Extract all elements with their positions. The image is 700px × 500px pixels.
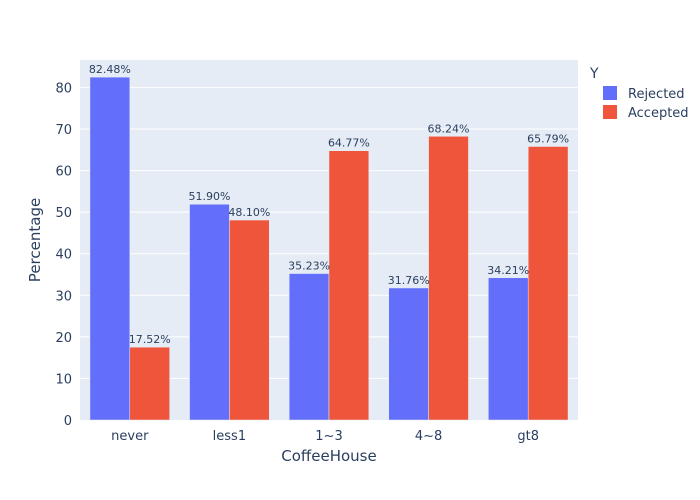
y-tick-label: 50 <box>55 206 72 221</box>
y-tick-label: 30 <box>55 289 72 304</box>
data-labels: 82.48% 51.90% 35.23% 31.76% 34.21% 17.52% 48.1… <box>89 63 569 346</box>
x-axis-title: CoffeeHouse <box>281 447 376 465</box>
data-label-accepted-2: 64.77% <box>328 137 370 150</box>
bar-accepted-1[interactable] <box>229 219 270 421</box>
x-tick-label: never <box>111 429 149 444</box>
y-axis-ticks: 0 10 20 30 40 50 60 70 80 <box>55 81 72 429</box>
y-tick-label: 80 <box>55 81 72 96</box>
legend-label-accepted: Accepted <box>628 106 689 121</box>
y-tick-label: 20 <box>55 331 72 346</box>
x-tick-label: gt8 <box>517 429 539 444</box>
bar-rejected-2[interactable] <box>288 273 330 421</box>
bar-accepted-4[interactable] <box>527 146 569 421</box>
bar-accepted-3[interactable] <box>428 136 469 421</box>
data-label-rejected-4: 34.21% <box>487 264 529 277</box>
y-tick-label: 70 <box>55 123 72 138</box>
bar-rejected-4[interactable] <box>488 277 529 421</box>
legend-item-accepted[interactable]: Accepted <box>603 105 689 121</box>
data-label-rejected-1: 51.90% <box>189 190 231 203</box>
data-label-rejected-2: 35.23% <box>288 260 330 273</box>
data-label-rejected-3: 31.76% <box>388 274 430 287</box>
y-tick-label: 60 <box>55 165 72 180</box>
y-tick-label: 0 <box>64 414 72 429</box>
data-label-rejected-0: 82.48% <box>89 63 131 76</box>
data-label-accepted-3: 68.24% <box>428 122 470 135</box>
data-label-accepted-1: 48.10% <box>228 206 270 219</box>
bar-accepted-0[interactable] <box>129 346 170 421</box>
x-axis-ticks: never less1 1~3 4~8 gt8 <box>111 429 539 444</box>
y-axis-title: Percentage <box>26 198 44 282</box>
y-tick-label: 10 <box>55 372 72 387</box>
legend-swatch-accepted <box>603 105 617 119</box>
bars <box>89 76 569 421</box>
legend: Y Rejected Accepted <box>589 66 689 121</box>
bar-rejected-0[interactable] <box>89 76 131 421</box>
bar-accepted-2[interactable] <box>328 150 370 421</box>
y-tick-label: 40 <box>55 248 72 263</box>
data-label-accepted-0: 17.52% <box>129 333 171 346</box>
legend-swatch-rejected <box>603 86 617 100</box>
legend-title: Y <box>589 66 599 82</box>
x-tick-label: 4~8 <box>415 429 442 444</box>
bar-rejected-3[interactable] <box>388 287 429 421</box>
x-tick-label: less1 <box>213 429 246 444</box>
x-tick-label: 1~3 <box>315 429 342 444</box>
data-label-accepted-4: 65.79% <box>527 133 569 146</box>
legend-label-rejected: Rejected <box>628 87 685 102</box>
legend-item-rejected[interactable]: Rejected <box>603 86 685 102</box>
bar-rejected-1[interactable] <box>189 203 230 421</box>
